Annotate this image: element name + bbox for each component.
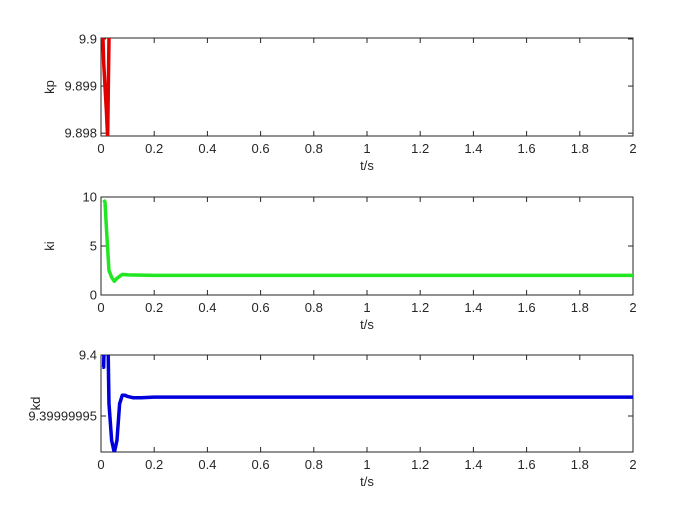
y-tick-label: 9.898 (64, 126, 97, 141)
x-axis-label: t/s (360, 317, 374, 332)
axes-box (100, 37, 634, 137)
x-tick-label: 1.8 (571, 141, 589, 156)
axes-box (100, 354, 634, 453)
x-tick-label: 1.4 (464, 300, 482, 315)
y-tick-label: 9.4 (79, 348, 97, 363)
x-tick-label: 1.8 (571, 457, 589, 472)
x-tick-label: 0.4 (198, 300, 216, 315)
x-tick-label: 0 (97, 457, 104, 472)
x-tick-label: 1.4 (464, 457, 482, 472)
x-tick-label: 0.8 (305, 300, 323, 315)
x-tick-label: 1.4 (464, 141, 482, 156)
x-axis-label: t/s (360, 474, 374, 489)
y-tick-label: 0 (90, 288, 97, 303)
x-tick-label: 0 (97, 300, 104, 315)
x-tick-label: 0.4 (198, 457, 216, 472)
x-tick-label: 1.6 (518, 300, 536, 315)
x-tick-label: 1.2 (411, 300, 429, 315)
axes-box (100, 196, 634, 296)
x-tick-label: 1.6 (518, 457, 536, 472)
y-tick-label: 9.9 (79, 31, 97, 46)
x-tick-label: 1 (363, 141, 370, 156)
x-tick-label: 1 (363, 457, 370, 472)
data-line (101, 38, 111, 136)
subplot: 0 0.2 0.4 0.6 0.8 1 1.2 1.4 1.6 1.8 2 9.39999995 9.4… (28, 348, 637, 490)
x-tick-label: 0.2 (145, 457, 163, 472)
x-tick-label: 0.6 (252, 457, 270, 472)
y-axis-label: kd (28, 397, 43, 411)
x-tick-label: 0.2 (145, 141, 163, 156)
y-tick-label: 10 (83, 190, 97, 205)
subplot: 0 0.2 0.4 0.6 0.8 1 1.2 1.4 1.6 1.8 2 9.898 9.899 9.9… (42, 31, 637, 173)
x-tick-label: 1.8 (571, 300, 589, 315)
x-tick-label: 1.6 (518, 141, 536, 156)
y-tick-label: 9.899 (64, 79, 97, 94)
x-tick-label: 0.6 (252, 300, 270, 315)
subplot: 0 0.2 0.4 0.6 0.8 1 1.2 1.4 1.6 1.8 2 0 5 10 t/s ki (42, 190, 637, 333)
x-axis-label: t/s (360, 158, 374, 173)
x-tick-label: 0.6 (252, 141, 270, 156)
x-tick-label: 1.2 (411, 457, 429, 472)
y-tick-label: 9.39999995 (28, 409, 97, 424)
y-axis-label: ki (42, 241, 57, 251)
y-tick-label: 5 (90, 239, 97, 254)
data-line (102, 198, 633, 284)
y-axis-label: kp (42, 80, 57, 94)
x-tick-label: 1 (363, 300, 370, 315)
x-tick-label: 2 (629, 141, 636, 156)
x-tick-label: 0.8 (305, 141, 323, 156)
x-tick-label: 0.2 (145, 300, 163, 315)
x-tick-label: 0.8 (305, 457, 323, 472)
x-tick-label: 0 (97, 141, 104, 156)
data-line (101, 355, 633, 452)
x-tick-label: 2 (629, 457, 636, 472)
x-tick-label: 0.4 (198, 141, 216, 156)
x-tick-label: 1.2 (411, 141, 429, 156)
x-tick-label: 2 (629, 300, 636, 315)
